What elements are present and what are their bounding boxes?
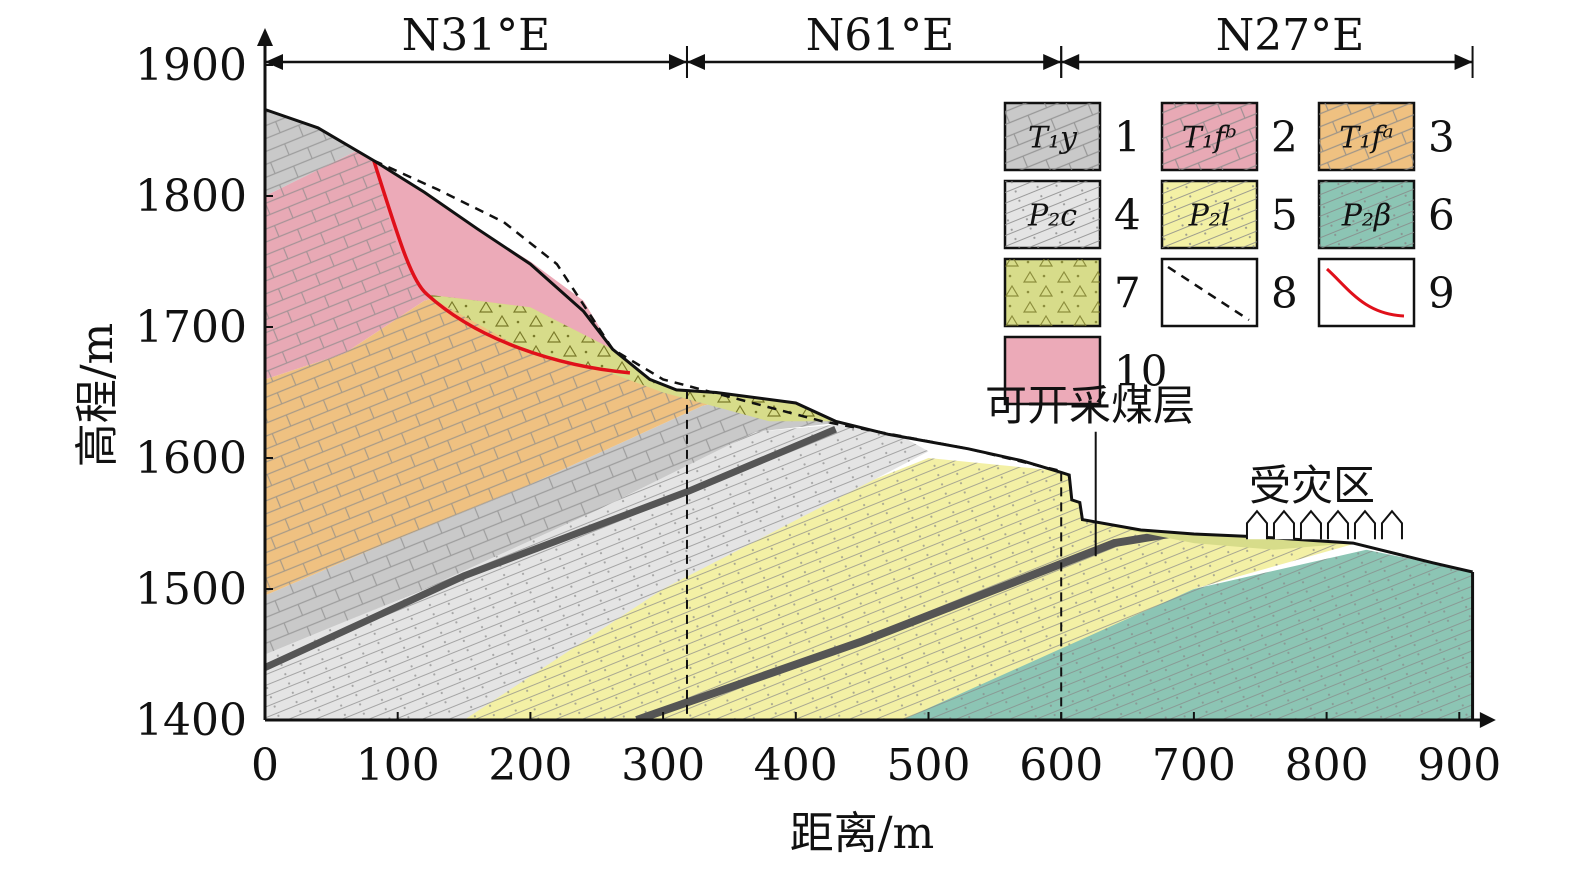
coal-seam-upper (265, 425, 837, 671)
house-icon (1380, 509, 1403, 540)
legend-swatch (1160, 257, 1259, 328)
house-icon (1326, 509, 1349, 540)
layer-T1y-texture (265, 379, 876, 655)
coal-seam-annotation: 可开采煤层 (985, 381, 1195, 430)
legend-item-8: 8 (1160, 257, 1298, 328)
legend-item-4: P₂c 4 (1003, 179, 1141, 250)
legend-item-6: P₂β 6 (1317, 179, 1455, 250)
direction-label-1: N31°E (402, 10, 551, 61)
legend-swatch-texture (1319, 181, 1414, 248)
legend-item-10: 10 (1003, 335, 1167, 406)
legend-item-5: P₂l 5 (1160, 179, 1298, 250)
x-tick-label: 0 (251, 740, 279, 791)
legend-swatch-texture (1319, 103, 1414, 170)
x-tick-label: 900 (1417, 740, 1501, 791)
layer-P2b-texture (902, 549, 1473, 720)
y-tick-label: 1800 (135, 171, 247, 222)
x-tick-label: 700 (1152, 740, 1236, 791)
legend-red-curve (1325, 267, 1405, 318)
y-axis-arrow (257, 28, 273, 46)
legend-code: P₂c (1027, 199, 1077, 234)
slide-zone (373, 160, 613, 350)
legend-code: P₂β (1341, 199, 1392, 234)
y-tick-label: 1500 (135, 564, 247, 615)
house-icon (1299, 509, 1322, 540)
legend-number: 8 (1271, 269, 1298, 318)
direction-label-2: N61°E (806, 10, 955, 61)
layer-P2c-texture (265, 421, 929, 720)
legend-item-3: T₁fᵃ 3 (1317, 101, 1455, 172)
legend-item-1: T₁y 1 (1003, 101, 1141, 172)
x-tick-label: 300 (621, 740, 705, 791)
x-axis-arrow (1479, 712, 1496, 728)
legend-number: 1 (1114, 113, 1141, 162)
x-tick-label: 500 (887, 740, 971, 791)
legend-swatch-texture (1005, 259, 1100, 326)
direction-label-3: N27°E (1216, 10, 1365, 61)
legend-code: P₂l (1188, 199, 1231, 234)
legend-swatch-texture (1162, 181, 1257, 248)
ground-surface (264, 108, 1473, 574)
legend-code: T₁fᵃ (1339, 121, 1393, 156)
legend-number: 10 (1114, 347, 1167, 396)
legend-number: 4 (1114, 191, 1141, 240)
y-tick-label: 1700 (135, 302, 247, 353)
legend-item-2: T₁fᵇ 2 (1160, 101, 1298, 172)
legend-number: 2 (1271, 113, 1298, 162)
y-tick-label: 1900 (135, 40, 247, 91)
legend-number: 9 (1428, 269, 1455, 318)
legend-swatch (1003, 335, 1102, 406)
x-tick-label: 600 (1019, 740, 1103, 791)
legend-code: T₁y (1028, 121, 1078, 156)
legend-number: 6 (1428, 191, 1455, 240)
direction-span-ticks (1060, 46, 1474, 78)
deposit-toe (1127, 530, 1354, 550)
house-icon (1272, 509, 1295, 540)
y-tick-label: 1600 (135, 433, 247, 484)
legend-number: 7 (1114, 269, 1141, 318)
legend-item-9: 9 (1317, 257, 1455, 328)
y-tick-label: 1400 (135, 695, 247, 746)
legend-dashed-line (1167, 265, 1250, 322)
legend-item-7: 7 (1003, 257, 1141, 328)
legend-swatch-texture (1005, 103, 1100, 170)
coal-seam-lower (635, 526, 1195, 720)
geologic-section (264, 108, 1475, 720)
legend-number: 5 (1271, 191, 1298, 240)
affected-zone-annotation: 受灾区 (1249, 461, 1375, 510)
x-axis-title: 距离/m (790, 808, 935, 859)
y-axis-title: 高程/m (72, 323, 123, 468)
house-icon (1245, 509, 1268, 540)
legend-swatch-texture (1162, 103, 1257, 170)
x-tick-label: 800 (1285, 740, 1369, 791)
x-tick-label: 100 (356, 740, 440, 791)
legend: T₁y 1 T₁fᵇ 2 T₁fᵃ 3 P₂c 4 P₂l 5 P₂β 6 7 8 9 10 (1003, 101, 1455, 406)
x-tick-label: 200 (488, 740, 572, 791)
legend-swatch-texture (1005, 181, 1100, 248)
legend-number: 3 (1428, 113, 1455, 162)
x-tick-label: 400 (754, 740, 838, 791)
strata (265, 109, 1473, 720)
axes: 0 100 200 300 400 500 600 700 800 900 1900 1800 1700… (135, 28, 1501, 791)
legend-code: T₁fᵇ (1182, 121, 1237, 156)
house-icon (1353, 509, 1376, 540)
slip-surface (372, 160, 631, 375)
deposit-zone-texture (424, 294, 836, 422)
